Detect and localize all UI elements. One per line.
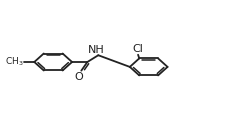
Text: NH: NH — [88, 45, 105, 55]
Text: Cl: Cl — [133, 44, 143, 54]
Text: O: O — [75, 72, 83, 82]
Text: CH$_3$: CH$_3$ — [5, 56, 24, 68]
